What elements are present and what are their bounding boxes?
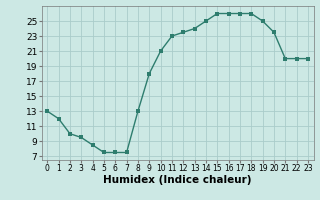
X-axis label: Humidex (Indice chaleur): Humidex (Indice chaleur): [103, 175, 252, 185]
